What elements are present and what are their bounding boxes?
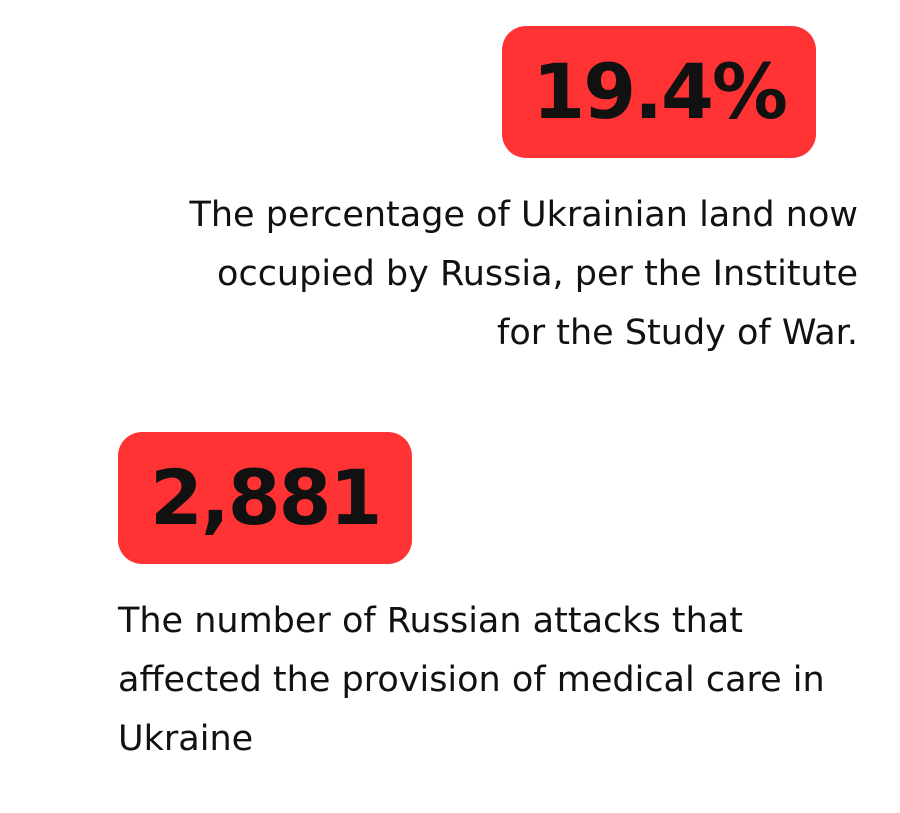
stat-value-badge: 19.4% xyxy=(502,26,816,158)
stat-description: The number of Russian attacks that affec… xyxy=(118,601,825,759)
stat-medical-attacks: 2,881 The number of Russian attacks that… xyxy=(118,432,878,769)
stat-value-badge: 2,881 xyxy=(118,432,413,564)
stat-occupied-land: 19.4% The percentage of Ukrainian land n… xyxy=(98,26,858,363)
stat-description: The percentage of Ukrainian land now occ… xyxy=(189,195,859,353)
